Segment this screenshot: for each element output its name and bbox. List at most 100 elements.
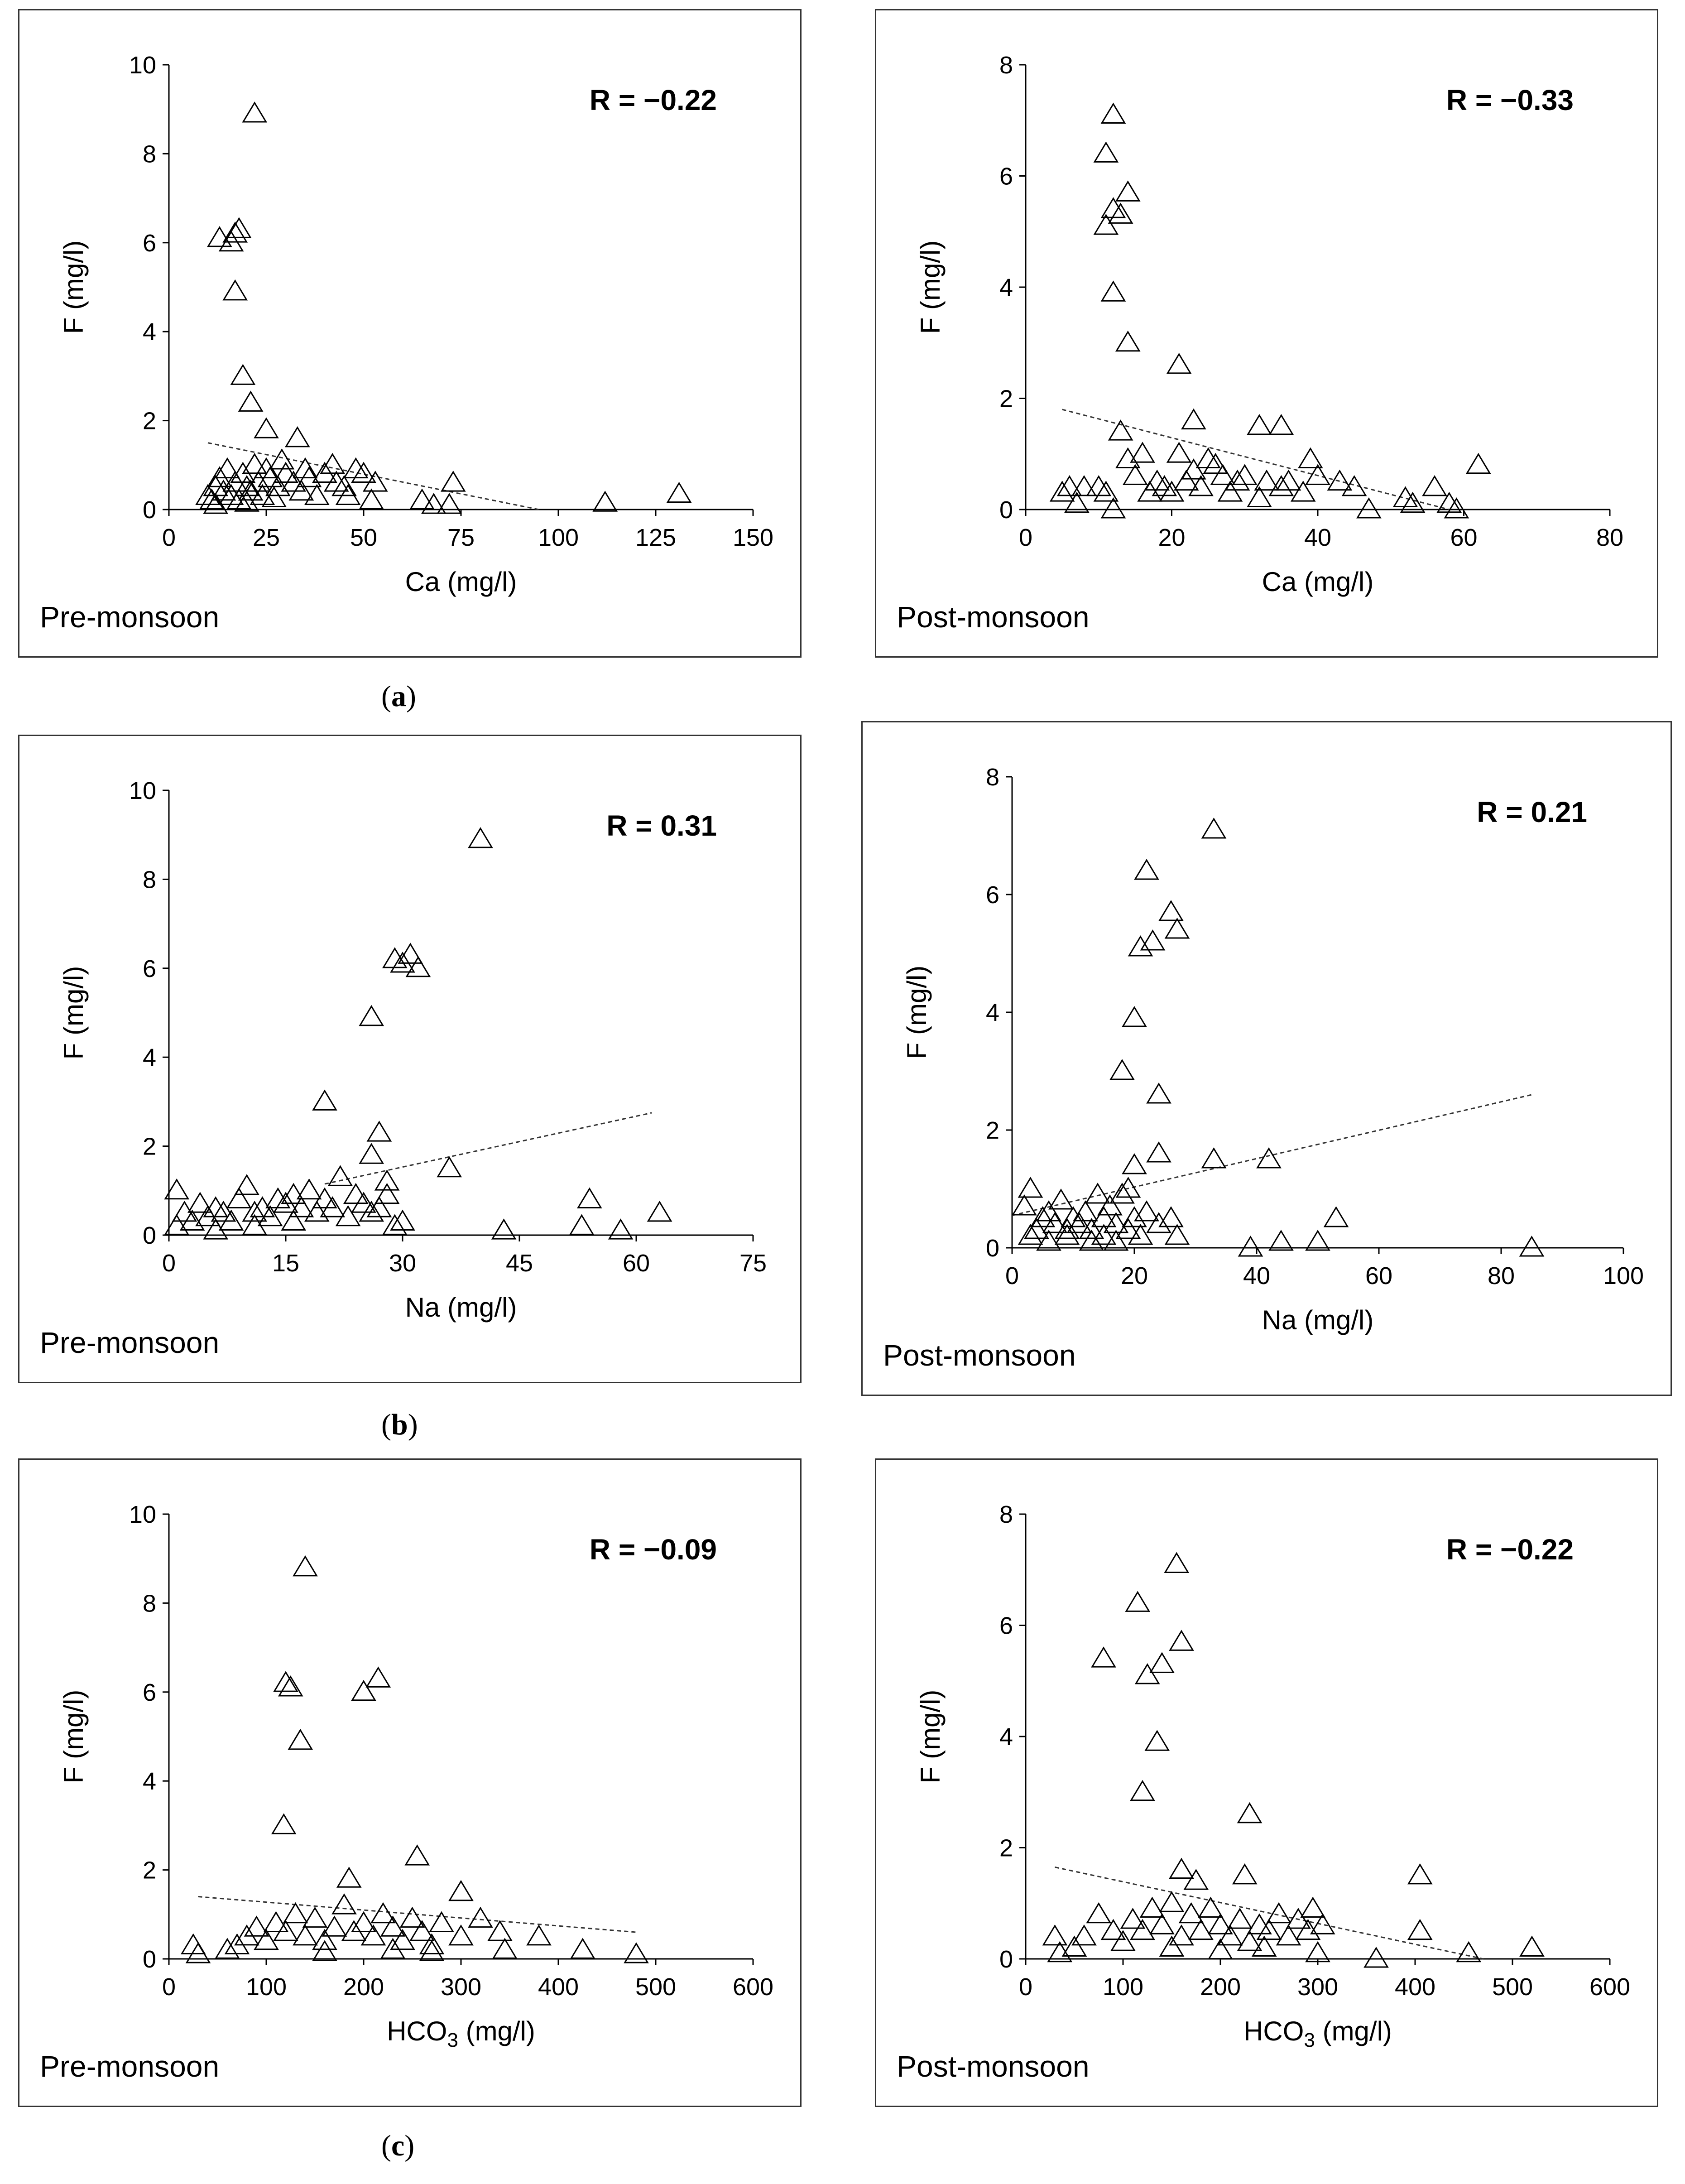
data-point (1158, 1206, 1184, 1227)
y-tick-label: 2 (999, 1835, 1013, 1862)
x-tick-label: 0 (1019, 1973, 1032, 2001)
data-point (312, 1089, 337, 1111)
data-point (322, 1915, 347, 1937)
data-point (1465, 452, 1491, 474)
data-point (1356, 497, 1382, 519)
data-point (1519, 1236, 1545, 1257)
data-point (1018, 1224, 1043, 1245)
data-point (1128, 1224, 1153, 1245)
data-point (570, 1938, 595, 1959)
data-point (288, 479, 314, 501)
data-point (271, 1813, 297, 1834)
x-axis-label: Na (mg/l) (1262, 1305, 1374, 1335)
data-point (331, 475, 357, 496)
data-point (1392, 486, 1418, 507)
data-point (273, 1920, 298, 1941)
data-point (1290, 481, 1316, 502)
x-tick-label: 25 (253, 524, 280, 551)
data-point (359, 1143, 384, 1164)
panel-a-pre: 0 2 4 6 8 10 0 25 50 75 100 125 150 F (mg/l) Ca (mg/l)… (18, 9, 802, 658)
data-point (1188, 475, 1214, 496)
trend-line (198, 1896, 637, 1933)
data-point (390, 1929, 415, 1950)
data-point (242, 1214, 268, 1235)
y-tick-label: 0 (143, 1222, 156, 1249)
data-point (1018, 1177, 1043, 1198)
data-point (1097, 1194, 1123, 1216)
y-tick-label: 8 (999, 1501, 1013, 1528)
x-tick-label: 15 (272, 1250, 299, 1277)
x-tick-label: 30 (389, 1250, 416, 1277)
data-point (257, 1205, 283, 1227)
data-point (1363, 1947, 1389, 1968)
data-point (1173, 469, 1199, 491)
data-point (312, 1187, 337, 1208)
data-point (234, 491, 259, 512)
data-point (468, 827, 493, 848)
correlation-label: R = −0.22 (590, 84, 717, 116)
y-axis-label: F (mg/l) (915, 1690, 946, 1784)
data-point (1122, 1153, 1147, 1174)
data-point (1158, 900, 1184, 921)
x-tick-label: 400 (1395, 1973, 1435, 2001)
y-tick-label: 8 (999, 52, 1013, 79)
data-point (335, 1205, 361, 1227)
data-point (1140, 929, 1166, 951)
data-point (1268, 1230, 1294, 1251)
data-point (1134, 1200, 1159, 1222)
data-point (234, 1174, 259, 1195)
data-point (164, 1214, 190, 1235)
x-tick-label: 200 (1200, 1973, 1241, 2001)
data-point (1071, 475, 1097, 496)
x-tick-label: 0 (162, 1250, 176, 1277)
x-tick-label: 50 (350, 524, 377, 551)
y-tick-label: 4 (143, 318, 156, 346)
chart-b-pre: 0 2 4 6 8 10 0 15 30 45 60 75 F (mg/l) Na (mg/l) Pre-m… (40, 777, 767, 1359)
data-point (1456, 1941, 1482, 1963)
data-point (320, 1196, 346, 1217)
data-point (242, 1200, 268, 1222)
data-point (1227, 1908, 1253, 1929)
panel-b-post: 0 2 4 6 8 0 20 40 60 80 100 F (mg/l) Na (mg/l) Post-m… (861, 721, 1672, 1396)
data-point (1210, 464, 1236, 485)
data-point (1183, 1869, 1209, 1890)
data-point (1109, 1059, 1135, 1080)
data-point (238, 390, 264, 412)
season-label: Post-monsoon (883, 1338, 1076, 1372)
x-tick-label: 0 (1019, 524, 1032, 551)
x-tick-label: 150 (733, 524, 773, 551)
y-tick-label: 4 (143, 1768, 156, 1795)
data-point (343, 457, 369, 479)
data-point (1048, 1188, 1074, 1210)
data-point (360, 1924, 386, 1946)
data-point (1123, 464, 1148, 485)
data-point (1108, 202, 1133, 224)
data-point (492, 1938, 518, 1959)
data-point (203, 1196, 229, 1217)
data-point (1130, 1919, 1155, 1940)
data-point (1407, 1919, 1433, 1940)
data-point (1100, 102, 1126, 124)
correlation-label: R = −0.33 (1446, 84, 1574, 116)
x-tick-label: 100 (246, 1973, 287, 2001)
data-point (226, 217, 252, 238)
data-point (487, 1920, 513, 1941)
data-point (1276, 469, 1301, 491)
data-point (1181, 408, 1206, 430)
data-point (1100, 1919, 1126, 1940)
x-tick-label: 45 (506, 1250, 533, 1277)
data-point (1134, 859, 1159, 880)
data-point (1079, 1218, 1104, 1239)
data-point (211, 1200, 236, 1222)
data-point (296, 1178, 322, 1200)
season-label: Pre-monsoon (40, 2049, 219, 2083)
data-point (374, 1169, 400, 1191)
data-point (1169, 1857, 1194, 1879)
data-point (1108, 419, 1133, 441)
data-point (302, 1906, 328, 1928)
data-point (1130, 1780, 1155, 1801)
data-point (1091, 1646, 1116, 1668)
data-point (429, 1911, 454, 1932)
